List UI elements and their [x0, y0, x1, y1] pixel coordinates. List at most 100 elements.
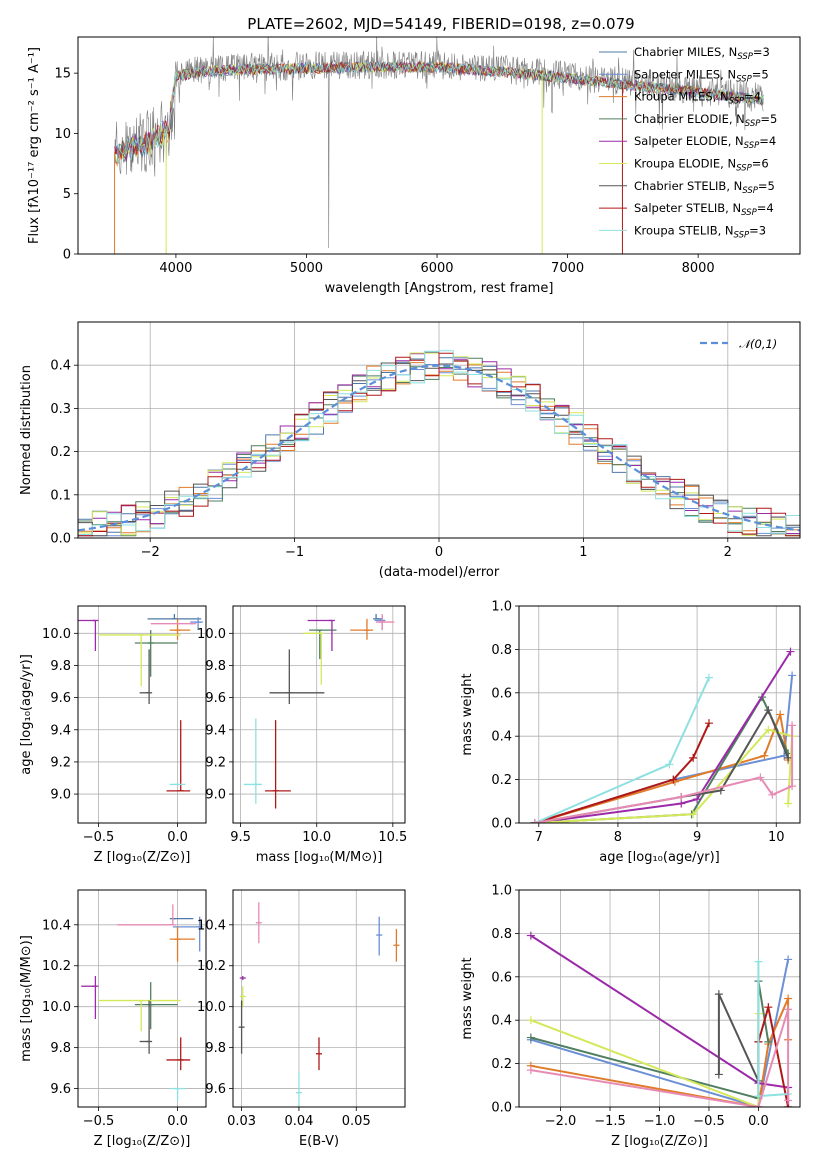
- x-tick-label: 9: [693, 830, 701, 845]
- weight-marker: [714, 1070, 723, 1079]
- residual-histogram: [78, 350, 800, 535]
- weight-series: [530, 721, 797, 823]
- y-tick-label: 9.0: [205, 788, 226, 803]
- y-tick-label: 0: [63, 248, 71, 263]
- x-axis-label: E(B-V): [299, 1134, 339, 1149]
- legend: Chabrier MILES, NSSP=3 Salpeter MILES, NS…: [599, 45, 777, 240]
- y-tick-label: 0.0: [50, 532, 71, 547]
- errorbar-point: [255, 902, 262, 944]
- y-tick-label: 0.4: [50, 359, 71, 374]
- axes-frame: [77, 889, 207, 1108]
- weight-series: [530, 673, 713, 823]
- y-tick-label: 0.3: [50, 402, 71, 417]
- y-axis-label: mass weight: [460, 957, 475, 1039]
- legend-label: Kroupa ELODIE, NSSP=6: [634, 157, 769, 174]
- legend-label: Kroupa MILES, NSSP=4: [634, 90, 761, 107]
- weight-line: [530, 1008, 790, 1107]
- y-tick-label: 0.1: [50, 488, 71, 503]
- x-tick-label: −2.0: [545, 1114, 577, 1129]
- errorbar-point: [98, 999, 181, 1032]
- weight-marker: [526, 1033, 535, 1042]
- errorbar-point: [117, 904, 176, 926]
- errorbar-point: [166, 720, 191, 792]
- ticks: 0.03 0.04 0.05 9.6 9.8 10.0 10.2 10.4: [197, 918, 371, 1129]
- weight-marker: [784, 1005, 793, 1014]
- grid: [519, 605, 800, 824]
- weight-marker: [693, 795, 702, 804]
- errorbar-point: [139, 649, 153, 705]
- y-tick-label: 9.6: [205, 1082, 226, 1097]
- errorbar-point: [190, 617, 203, 631]
- weight-marker: [526, 1016, 535, 1025]
- weight-marker: [756, 773, 765, 782]
- plot-area: [530, 647, 797, 823]
- weight-marker: [764, 1003, 773, 1012]
- x-tick-label: −1: [285, 545, 304, 560]
- gaussian-reference-line: [78, 364, 800, 532]
- errorbar-point: [98, 634, 181, 687]
- x-tick-label: 5000: [290, 261, 323, 276]
- legend: 𝒩(0,1): [700, 337, 777, 351]
- errorbar-point: [169, 1087, 186, 1101]
- y-tick-label: 0.0: [491, 1101, 512, 1116]
- y-tick-label: 10.4: [197, 918, 226, 933]
- y-tick-label: 0.2: [491, 773, 512, 788]
- x-tick-label: −0.5: [83, 830, 115, 845]
- errorbar-point: [78, 619, 99, 652]
- y-tick-label: 0.2: [50, 445, 71, 460]
- errorbar-point: [393, 928, 400, 962]
- plot-area: [78, 614, 203, 792]
- x-tick-label: 0.0: [167, 830, 188, 845]
- errorbar-point: [269, 649, 325, 705]
- x-tick-label: 0.05: [342, 1114, 371, 1129]
- y-tick-label: 0.6: [491, 970, 512, 985]
- y-tick-label: 9.8: [50, 659, 71, 674]
- weight-line: [530, 980, 770, 1100]
- weight-marker: [784, 955, 793, 964]
- plot-area: [78, 350, 800, 537]
- weight-line: [530, 959, 790, 1107]
- x-tick-label: −2: [141, 545, 160, 560]
- x-tick-label: 0.0: [167, 1114, 188, 1129]
- y-tick-label: 9.4: [205, 723, 226, 738]
- y-axis-label: age [log₁₀(age/yr)]: [19, 654, 34, 775]
- y-tick-label: 10.0: [197, 627, 226, 642]
- x-tick-label: −1.5: [594, 1114, 626, 1129]
- x-tick-label: −1.0: [644, 1114, 676, 1129]
- y-axis-label: Flux [fλ10⁻¹⁷ erg cm⁻² s⁻¹ A⁻¹]: [27, 47, 42, 244]
- errorbar-point: [239, 986, 246, 1007]
- errorbar-point: [166, 1037, 191, 1071]
- weight-marker: [784, 1096, 793, 1105]
- legend-label: Kroupa STELIB, NSSP=3: [634, 223, 766, 240]
- y-tick-label: 9.2: [205, 755, 226, 770]
- ticks: −2 −1 0 1 2 0.0 0.1 0.2 0.3 0.4: [50, 359, 732, 560]
- weight-series: [526, 1005, 793, 1107]
- x-tick-label: 0.0: [748, 1114, 769, 1129]
- y-tick-label: 10.0: [42, 627, 71, 642]
- weight-series: [530, 671, 797, 823]
- weight-line: [717, 993, 760, 1082]
- y-tick-label: 9.2: [50, 755, 71, 770]
- y-tick-label: 10.0: [42, 1000, 71, 1015]
- x-tick-label: 0.04: [284, 1114, 313, 1129]
- y-tick-label: 9.8: [205, 659, 226, 674]
- y-tick-label: 9.6: [50, 691, 71, 706]
- x-axis-label: age [log₁₀(age/yr)]: [599, 850, 720, 865]
- y-tick-label: 10.0: [197, 1000, 226, 1015]
- grid: [233, 606, 405, 823]
- x-axis-label: Z [log₁₀(Z/Z⊙)]: [94, 850, 191, 865]
- weight-marker: [768, 790, 777, 799]
- residual-histogram: [78, 352, 800, 537]
- legend-label: Salpeter MILES, NSSP=5: [634, 67, 769, 84]
- weight-marker: [786, 647, 795, 656]
- y-tick-label: 0.4: [491, 1014, 512, 1029]
- y-tick-label: 9.6: [50, 1082, 71, 1097]
- x-axis-label: wavelength [Angstrom, rest frame]: [325, 281, 554, 296]
- x-tick-label: 10: [768, 830, 785, 845]
- weight-line: [534, 725, 794, 823]
- ticks: −2.0 −1.5 −1.0 −0.5 0.0 0.0 0.2 0.4 0.6 0.8 1.0: [491, 884, 768, 1130]
- axes-frame: [77, 605, 207, 824]
- ticks: −0.5 0.0 9.6 9.8 10.0 10.2 10.4: [42, 918, 188, 1129]
- legend-label: Chabrier STELIB, NSSP=5: [634, 179, 775, 196]
